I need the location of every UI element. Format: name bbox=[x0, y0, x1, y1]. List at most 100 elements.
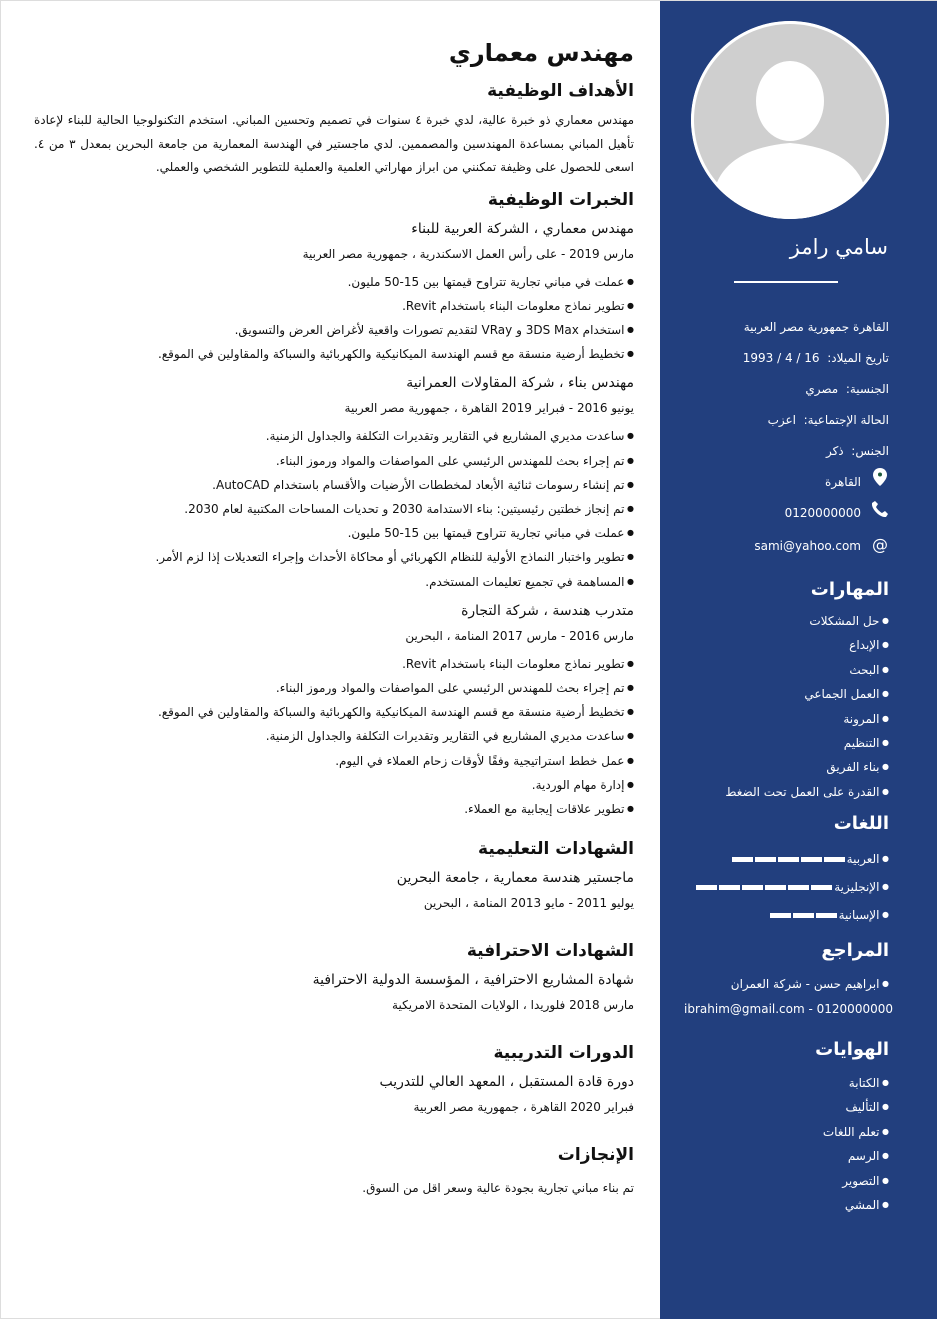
job-bullets: تطوير نماذج معلومات البناء باستخدام Revi… bbox=[34, 652, 634, 821]
name-divider bbox=[734, 281, 838, 283]
certificate-date: مارس 2018 فلوريدا ، الولايات المتحدة الا… bbox=[392, 998, 634, 1013]
skills-heading: المهارات bbox=[810, 579, 889, 600]
job-bullet: تطوير علاقات إيجابية مع العملاء. bbox=[34, 797, 634, 821]
marital-label: الحالة الإجتماعية: bbox=[803, 413, 889, 427]
level-segment bbox=[769, 913, 791, 918]
gender-row: الجنس: ذكر bbox=[659, 436, 889, 467]
job-bullet: إدارة مهام الوردية. bbox=[34, 773, 634, 797]
marital-row: الحالة الإجتماعية: اعزب bbox=[659, 405, 889, 436]
map-pin-icon bbox=[871, 467, 889, 498]
course-date: فبراير 2020 القاهرة ، جمهورية مصر العربي… bbox=[413, 1100, 634, 1115]
gender-value: ذكر bbox=[825, 444, 844, 458]
level-segment bbox=[815, 913, 837, 918]
courses-heading: الدورات التدريبية bbox=[493, 1043, 634, 1064]
education-section: الشهادات التعليمية ماجستير هندسة معمارية… bbox=[34, 835, 634, 915]
languages-heading: اللغات bbox=[833, 813, 889, 834]
level-segment bbox=[696, 885, 718, 890]
hobbies-section: الهوايات الكتابةالتأليفتعلم اللغاتالرسما… bbox=[659, 1035, 889, 1217]
level-segment bbox=[731, 857, 753, 862]
gender-label: الجنس: bbox=[851, 444, 889, 458]
job-bullet: عملت في مباني تجارية تتراوح قيمتها بين 1… bbox=[34, 521, 634, 545]
job-bullet: تخطيط أرضية منسقة مع قسم الهندسة الميكان… bbox=[34, 342, 634, 366]
level-segment bbox=[742, 885, 764, 890]
certificates-section: الشهادات الاحترافية شهادة المشاريع الاحت… bbox=[34, 937, 634, 1017]
language-name: الإسبانية bbox=[838, 908, 880, 922]
level-segment bbox=[788, 885, 810, 890]
achievements-text: تم بناء مباني تجارية بجودة عالية وسعر اق… bbox=[362, 1181, 634, 1196]
job-bullet: تم إنشاء رسومات ثنائية الأبعاد لمخططات ا… bbox=[34, 473, 634, 497]
experience-heading: الخبرات الوظيفية bbox=[487, 189, 634, 210]
level-segment bbox=[754, 857, 776, 862]
level-segment bbox=[800, 857, 822, 862]
reference-contact: ibrahim@gmail.com - 0120000000 bbox=[684, 1002, 893, 1017]
hobby-item: الكتابة bbox=[659, 1071, 889, 1095]
job-bullet: عمل خطط استراتيجية وفقًا لأوقات زحام الع… bbox=[34, 749, 634, 773]
job-bullet: تم إجراء بحث للمهندس الرئيسي على المواصف… bbox=[34, 449, 634, 473]
phone-value[interactable]: 0120000000 bbox=[784, 506, 861, 520]
job-title: متدرب هندسة ، شركة التجارة bbox=[461, 602, 634, 619]
objectives-text: مهندس معماري ذو خبرة عالية، لدي خبرة ٤ س… bbox=[34, 113, 634, 174]
email-value[interactable]: sami@yahoo.com bbox=[754, 539, 861, 553]
level-segment bbox=[777, 857, 799, 862]
skills-list: حل المشكلاتالإبداعالبحثالعمل الجماعيالمر… bbox=[659, 609, 889, 804]
skill-item: بناء الفريق bbox=[659, 755, 889, 779]
jobs-list: مهندس معماري ، الشركة العربية للبناء مارس… bbox=[34, 216, 634, 822]
certificate-title: شهادة المشاريع الاحترافية ، المؤسسة الدو… bbox=[312, 972, 634, 989]
languages-list: العربية الإنجليزية الإسبانية bbox=[659, 845, 889, 929]
language-level-bar bbox=[769, 913, 837, 918]
skill-item: المرونة bbox=[659, 707, 889, 731]
hobby-item: تعلم اللغات bbox=[659, 1120, 889, 1144]
hobby-item: الرسم bbox=[659, 1144, 889, 1168]
job-title-heading: مهندس معماري bbox=[448, 39, 634, 67]
main-column: مهندس معماري الأهداف الوظيفية مهندس معما… bbox=[34, 35, 634, 1201]
language-item: الإسبانية bbox=[659, 901, 889, 929]
skill-item: القدرة على العمل تحت الضغط bbox=[659, 780, 889, 804]
nationality-label: الجنسية: bbox=[845, 382, 889, 396]
job-entry: مهندس معماري ، الشركة العربية للبناء مارس… bbox=[34, 216, 634, 367]
hobbies-list: الكتابةالتأليفتعلم اللغاتالرسمالتصويرالم… bbox=[659, 1071, 889, 1217]
birth-date-row: تاريخ الميلاد: 16 / 4 / 1993 bbox=[659, 343, 889, 374]
language-name: العربية bbox=[846, 852, 880, 866]
avatar-placeholder-icon bbox=[691, 21, 889, 219]
language-item: الإنجليزية bbox=[659, 873, 889, 901]
language-level-bar bbox=[731, 857, 845, 862]
job-bullet: تطوير نماذج معلومات البناء باستخدام Revi… bbox=[34, 294, 634, 318]
level-segment bbox=[719, 885, 741, 890]
job-bullets: عملت في مباني تجارية تتراوح قيمتها بين 1… bbox=[34, 270, 634, 367]
job-bullet: تم إنجاز خطتين رئيسيتين: بناء الاستدامة … bbox=[34, 497, 634, 521]
references-heading: المراجع bbox=[821, 940, 889, 961]
job-title: مهندس بناء ، شركة المقاولات العمرانية bbox=[406, 375, 634, 392]
job-title: مهندس معماري ، الشركة العربية للبناء bbox=[411, 220, 634, 237]
job-bullet: عملت في مباني تجارية تتراوح قيمتها بين 1… bbox=[34, 270, 634, 294]
achievements-heading: الإنجازات bbox=[557, 1145, 634, 1166]
personal-info: القاهرة جمهورية مصر العربية تاريخ الميلا… bbox=[659, 312, 889, 562]
email-row: @ sami@yahoo.com bbox=[659, 529, 889, 562]
skill-item: العمل الجماعي bbox=[659, 682, 889, 706]
skill-item: الإبداع bbox=[659, 633, 889, 657]
job-bullet: تطوير نماذج معلومات البناء باستخدام Revi… bbox=[34, 652, 634, 676]
marital-value: اعزب bbox=[767, 413, 796, 427]
birth-value: 16 / 4 / 1993 bbox=[742, 351, 820, 365]
job-date: مارس 2016 - مارس 2017 المنامة ، البحرين bbox=[405, 628, 634, 643]
level-segment bbox=[792, 913, 814, 918]
job-bullet: استخدام 3DS Max و VRay لتقديم تصورات واق… bbox=[34, 318, 634, 342]
skill-item: البحث bbox=[659, 658, 889, 682]
job-entry: متدرب هندسة ، شركة التجارة مارس 2016 - ما… bbox=[34, 598, 634, 821]
birth-label: تاريخ الميلاد: bbox=[827, 351, 889, 365]
job-bullet: المساهمة في تجميع تعليمات المستخدم. bbox=[34, 570, 634, 594]
location-row: القاهرة bbox=[659, 467, 889, 498]
skills-section: المهارات حل المشكلاتالإبداعالبحثالعمل ال… bbox=[659, 575, 889, 804]
education-heading: الشهادات التعليمية bbox=[478, 839, 634, 860]
achievements-section: الإنجازات تم بناء مباني تجارية بجودة عال… bbox=[34, 1141, 634, 1201]
courses-section: الدورات التدريبية دورة قادة المستقبل ، ا… bbox=[34, 1039, 634, 1119]
education-title: ماجستير هندسة معمارية ، جامعة البحرين bbox=[396, 870, 634, 887]
hobby-item: التأليف bbox=[659, 1095, 889, 1119]
language-item: العربية bbox=[659, 845, 889, 873]
languages-section: اللغات العربية الإنجليزية الإسبانية bbox=[659, 809, 889, 929]
job-bullets: ساعدت مديري المشاريع في التقارير وتقديرا… bbox=[34, 424, 634, 593]
certificates-heading: الشهادات الاحترافية bbox=[466, 941, 634, 962]
sidebar: سامي رامز القاهرة جمهورية مصر العربية تا… bbox=[660, 1, 937, 1319]
address: القاهرة جمهورية مصر العربية bbox=[743, 320, 889, 334]
job-bullet: ساعدت مديري المشاريع في التقارير وتقديرا… bbox=[34, 724, 634, 748]
reference-name: ابراهيم حسن - شركة العمران bbox=[659, 972, 889, 996]
